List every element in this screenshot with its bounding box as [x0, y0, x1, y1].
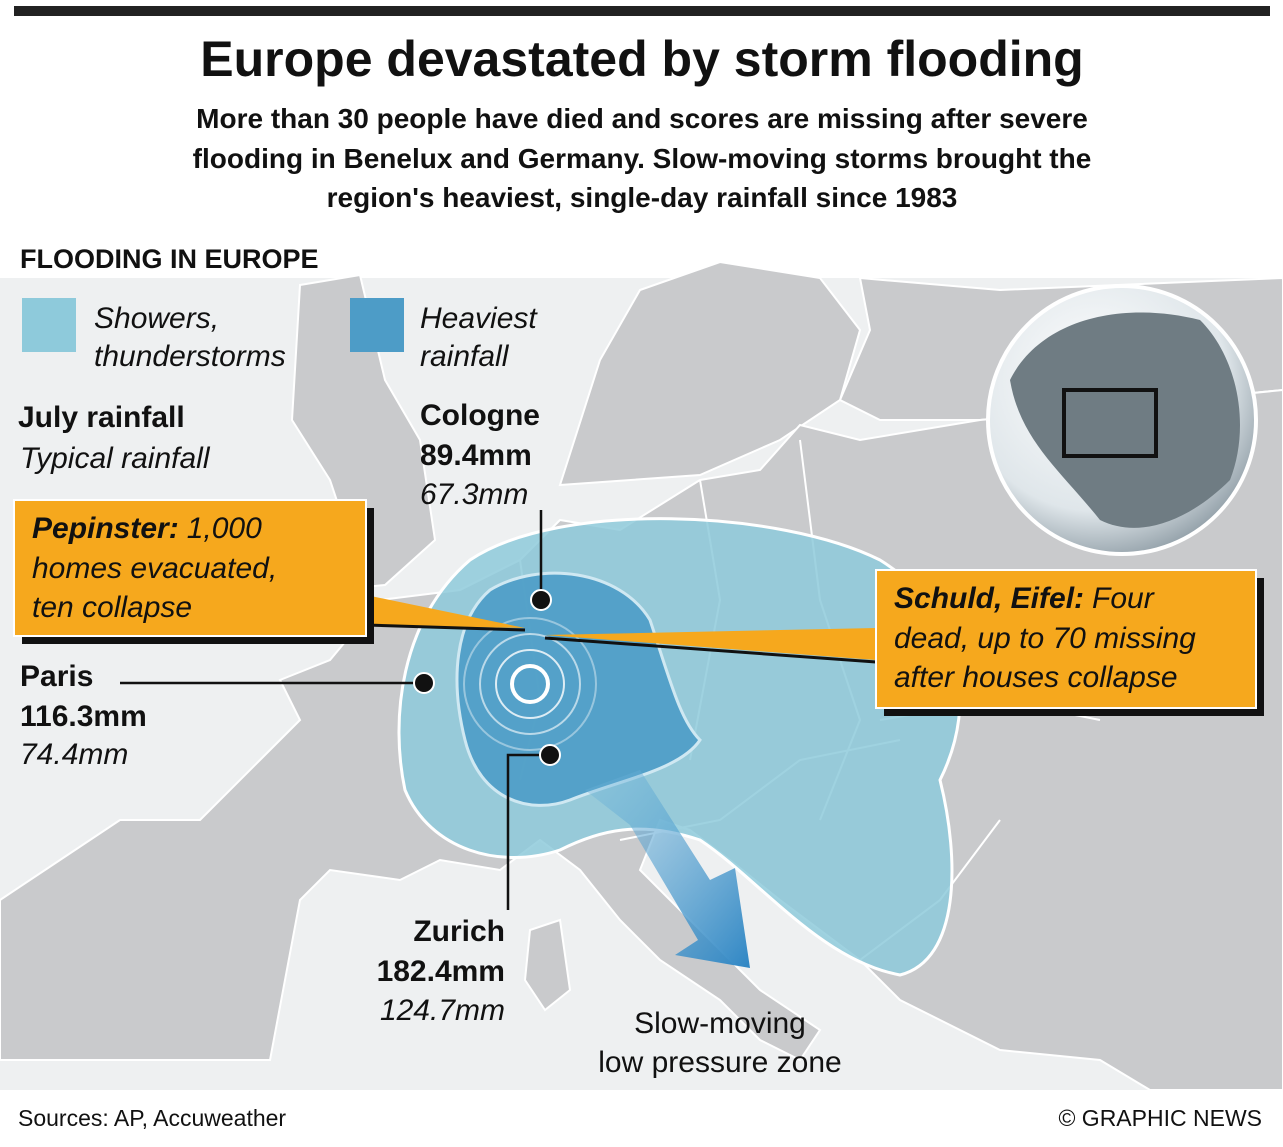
city-typical: 124.7mm: [380, 994, 505, 1027]
callout: Pepinster: 1,000 homes evacuated, ten col…: [13, 499, 374, 644]
callout-text: Pepinster: 1,000: [32, 512, 262, 545]
subtitle-line: region's heaviest, single-day rainfall s…: [327, 182, 958, 213]
land: [523, 918, 572, 1012]
callout-place: Schuld, Eifel:: [894, 582, 1084, 615]
legend-label: rainfall: [420, 340, 510, 373]
globe: [986, 284, 1258, 556]
subtitle-line: More than 30 people have died and scores…: [196, 103, 1088, 134]
arrow-label: low pressure zone: [598, 1046, 841, 1079]
callout-text: Schuld, Eifel: Four: [894, 582, 1155, 615]
callout-line: after houses collapse: [894, 661, 1178, 694]
top-rule: [14, 6, 1270, 16]
legend-label: Showers,: [94, 302, 219, 335]
callout-line: ten collapse: [32, 591, 192, 624]
arrow-label: Slow-moving: [634, 1007, 806, 1040]
city-name: Zurich: [413, 915, 505, 948]
callout: Schuld, Eifel: Four dead, up to 70 missin…: [875, 569, 1264, 716]
city-july: 89.4mm: [420, 439, 532, 472]
title: Europe devastated by storm flooding: [200, 31, 1083, 87]
callout-line: homes evacuated,: [32, 552, 277, 585]
source: Sources: AP, Accuweather: [18, 1105, 286, 1131]
city-typical: 74.4mm: [20, 738, 128, 771]
pressure-arrow: [585, 770, 750, 968]
city-typical: 67.3mm: [420, 478, 528, 511]
legend-swatch: [22, 298, 76, 352]
key-label: Typical rainfall: [20, 442, 211, 475]
callout-place: Pepinster:: [32, 512, 179, 545]
land: [558, 260, 862, 487]
city-name: Cologne: [420, 399, 540, 432]
section-title: FLOODING IN EUROPE: [20, 244, 319, 274]
callout-line: Four: [1092, 582, 1155, 615]
city-july: 116.3mm: [20, 700, 147, 733]
city-name: Paris: [20, 660, 93, 693]
callout-line: 1,000: [187, 512, 262, 545]
key-label: July rainfall: [18, 401, 185, 434]
legend-label: Heaviest: [420, 302, 538, 335]
subtitle-line: flooding in Benelux and Germany. Slow-mo…: [193, 143, 1092, 174]
leaders: [120, 510, 877, 910]
callout-line: dead, up to 70 missing: [894, 622, 1196, 655]
epicentre: [463, 617, 597, 751]
legend-label: thunderstorms: [94, 340, 286, 373]
city-july: 182.4mm: [377, 955, 505, 988]
credit: © GRAPHIC NEWS: [1058, 1105, 1262, 1131]
legend-swatch: [350, 298, 404, 352]
text-layer: Europe devastated by storm flooding More…: [18, 31, 1262, 1131]
